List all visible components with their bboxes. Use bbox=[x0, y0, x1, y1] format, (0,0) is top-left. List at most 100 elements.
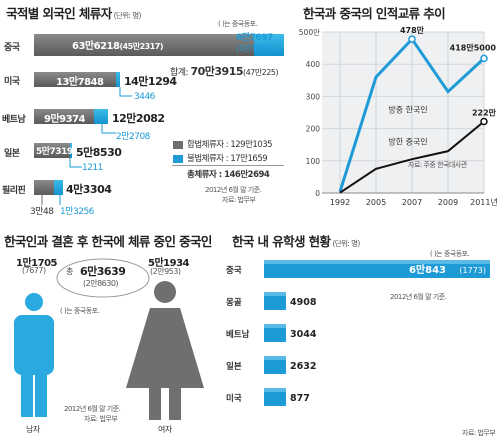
category-label: 중국 bbox=[226, 266, 242, 276]
bar-legal-japan bbox=[34, 143, 70, 158]
data-point bbox=[480, 54, 488, 63]
female-label: 여자 bbox=[158, 425, 172, 434]
value-label: 6만843 bbox=[409, 263, 446, 276]
male-sub: (7677) bbox=[22, 266, 46, 275]
legend-illegal-swatch bbox=[173, 154, 183, 163]
y-tick-label: 400 bbox=[306, 60, 321, 69]
bar-illegal-china bbox=[254, 34, 284, 56]
china-legal-value: 63만6218(45만2317) bbox=[72, 37, 164, 52]
residents-title: 국적별 외국인 체류자 (단위: 명) bbox=[6, 3, 141, 22]
vietnam-leader bbox=[101, 124, 116, 134]
philippines-legal-leader bbox=[41, 195, 43, 205]
bar-legal-china bbox=[34, 34, 254, 56]
marriage-kdot-note: ( )는 중국동포. bbox=[60, 307, 100, 315]
country-label-usa: 미국 bbox=[4, 77, 20, 87]
value-label: 2632 bbox=[290, 361, 316, 372]
male-figure-icon bbox=[14, 293, 54, 417]
vietnam-total-value: 12만2082 bbox=[112, 112, 165, 125]
value-sub-label: (1773) bbox=[459, 266, 486, 275]
bar-illegal-usa bbox=[116, 72, 120, 87]
legend-legal-text: 합법체류자 : 129만1035 bbox=[187, 140, 273, 150]
marriage-title: 한국인과 결혼 후 한국에 체류 중인 중국인 bbox=[4, 234, 212, 249]
china-sum-value: 70만3915 bbox=[190, 65, 244, 78]
exchange-title: 한국과 중국의 인적교류 추이 bbox=[303, 6, 446, 21]
legend-divider bbox=[172, 165, 284, 166]
bar-illegal-philippines bbox=[54, 180, 63, 195]
china-legal-sub: (45만2317) bbox=[119, 42, 164, 51]
student-bar-highlight bbox=[264, 388, 286, 392]
student-bar bbox=[264, 324, 286, 342]
japan-illegal-value: 1211 bbox=[82, 163, 103, 173]
bar-legal-philippines bbox=[34, 180, 54, 195]
bar-legal-vietnam bbox=[34, 109, 94, 124]
country-label-china: 중국 bbox=[4, 43, 20, 53]
female-figure-icon bbox=[126, 281, 204, 420]
usa-legal-value: 13만7848 bbox=[56, 77, 104, 88]
student-bar bbox=[264, 388, 286, 406]
value-label: 4908 bbox=[290, 297, 317, 308]
country-label-philippines: 필리핀 bbox=[2, 186, 26, 196]
category-label: 베트남 bbox=[226, 329, 250, 340]
residents-title-text: 국적별 외국인 체류자 bbox=[6, 6, 112, 21]
usa-illegal-value: 3446 bbox=[134, 92, 155, 102]
student-bar-highlight bbox=[264, 356, 286, 360]
y-tick-label: 100 bbox=[306, 157, 321, 166]
student-bar-highlight bbox=[264, 324, 286, 328]
last-blue-label: 418만5000 bbox=[450, 42, 497, 52]
bar-illegal-vietnam bbox=[94, 109, 108, 124]
student-bar bbox=[264, 292, 286, 310]
china-sum-label: 합계: bbox=[170, 68, 189, 78]
total-ellipse bbox=[56, 258, 150, 298]
legend-chinese-visitors: 방한 중국인 bbox=[388, 137, 427, 147]
y-tick-label: 300 bbox=[306, 92, 321, 101]
data-point bbox=[408, 35, 416, 43]
students-title-text: 한국 내 유학생 현황 bbox=[232, 234, 331, 249]
students-kdot-note: ( )는 중국동포. bbox=[430, 250, 470, 258]
legend-illegal: 불법체류자 : 17만1659 bbox=[173, 152, 268, 164]
student-bar-highlight bbox=[264, 292, 286, 296]
usa-total-value: 14만1294 bbox=[124, 75, 177, 88]
legend-legal: 합법체류자 : 129만1035 bbox=[173, 138, 273, 150]
student-bar-highlight bbox=[264, 260, 490, 264]
japan-total-value: 5만8530 bbox=[76, 146, 122, 159]
total-sub: (2만8630) bbox=[83, 279, 119, 288]
category-label: 몽골 bbox=[226, 298, 242, 308]
vietnam-legal-value: 9만9374 bbox=[44, 114, 86, 125]
china-sum-sub: (47만225) bbox=[243, 68, 279, 77]
marriage-date: 2012년 6월 말 기준. bbox=[64, 405, 121, 413]
female-sub: (2만953) bbox=[150, 267, 181, 276]
philippines-illegal-leader bbox=[59, 195, 61, 205]
students-source: 자료: 법무부 bbox=[462, 429, 496, 437]
category-label: 일본 bbox=[226, 361, 242, 372]
peak-label: 478만 bbox=[400, 25, 425, 35]
total-label: 총 bbox=[66, 267, 73, 276]
bar-illegal-japan bbox=[70, 143, 72, 158]
male-value: 1만1705 bbox=[16, 258, 58, 269]
country-label-japan: 일본 bbox=[4, 149, 20, 159]
china-illegal-sub: (1만7908) bbox=[236, 44, 272, 53]
vietnam-illegal-value: 2만2708 bbox=[116, 132, 150, 142]
students-unit: (단위: 명) bbox=[332, 239, 360, 248]
philippines-illegal-value: 1만3256 bbox=[60, 207, 94, 217]
students-chart: 중국 6만843 (1773) 몽골 4908 베트남 3044 일본 2632 미국 877 bbox=[226, 260, 490, 406]
bar-legal-usa bbox=[34, 72, 116, 87]
male-label: 남자 bbox=[26, 425, 40, 434]
students-date: 2012년 6월 말 기준. bbox=[390, 293, 447, 301]
country-label-vietnam: 베트남 bbox=[2, 115, 26, 125]
y-tick-label: 200 bbox=[306, 125, 321, 134]
residents-date: 2012년 6월 말 기준. bbox=[205, 186, 262, 194]
china-illegal-value: 6만7697 bbox=[236, 33, 273, 43]
student-bar bbox=[264, 260, 490, 278]
value-label: 877 bbox=[290, 393, 310, 404]
last-black-label: 222만 bbox=[472, 108, 497, 118]
x-tick-label: 1992 bbox=[330, 198, 350, 207]
category-label: 미국 bbox=[226, 393, 242, 404]
philippines-legal-value: 3만48 bbox=[30, 207, 54, 217]
female-value: 5만1934 bbox=[148, 258, 190, 269]
residents-kdot-note: ( )는 중국동포. bbox=[218, 20, 258, 28]
x-tick-label: 2009 bbox=[438, 198, 458, 207]
exchange-chart: 0 100 200 300 400 500만 1992 2005 2007 2009 2011년 47… bbox=[299, 25, 498, 207]
x-tick-label: 2005 bbox=[366, 198, 386, 207]
marriage-source: 자료: 법무부 bbox=[84, 415, 118, 423]
student-bar bbox=[264, 356, 286, 374]
